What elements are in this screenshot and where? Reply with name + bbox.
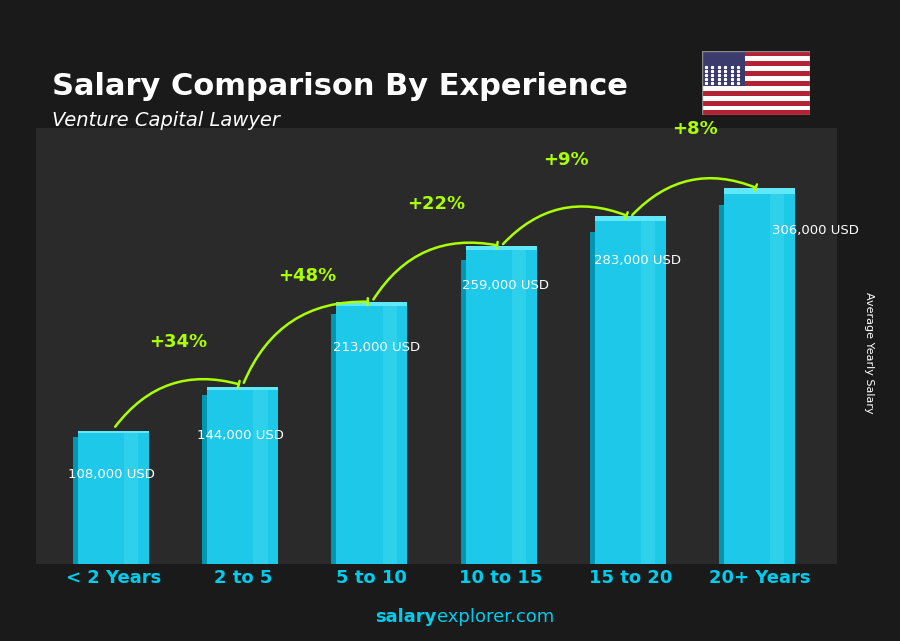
Bar	[512, 251, 526, 564]
Text: salary: salary	[375, 608, 436, 626]
Bar	[595, 221, 666, 564]
Bar	[724, 194, 795, 564]
Text: explorer.com: explorer.com	[436, 608, 554, 626]
Bar	[78, 433, 149, 564]
Text: +34%: +34%	[149, 333, 207, 351]
Text: 213,000 USD: 213,000 USD	[333, 341, 420, 354]
Bar	[702, 76, 810, 81]
Bar	[595, 216, 666, 221]
Text: Salary Comparison By Experience: Salary Comparison By Experience	[52, 72, 628, 101]
Bar	[702, 101, 810, 106]
Bar	[702, 91, 810, 96]
Bar	[641, 221, 655, 564]
Text: Average Yearly Salary: Average Yearly Salary	[863, 292, 874, 413]
Bar	[254, 390, 267, 564]
Bar	[702, 51, 810, 56]
Bar	[702, 86, 810, 91]
Text: 259,000 USD: 259,000 USD	[463, 279, 549, 292]
Bar	[770, 194, 785, 564]
Text: +22%: +22%	[408, 196, 465, 213]
Text: +48%: +48%	[278, 267, 337, 285]
Bar	[465, 246, 536, 251]
Bar	[702, 56, 810, 61]
Bar	[702, 106, 810, 110]
Bar	[73, 437, 78, 564]
Bar	[337, 306, 408, 564]
Bar	[461, 260, 465, 564]
Bar	[702, 110, 810, 115]
Text: Venture Capital Lawyer: Venture Capital Lawyer	[52, 111, 280, 129]
Bar	[702, 96, 810, 101]
Text: 283,000 USD: 283,000 USD	[594, 254, 681, 267]
Bar	[702, 66, 810, 71]
Text: 108,000 USD: 108,000 USD	[68, 468, 155, 481]
Bar	[207, 390, 278, 564]
Bar	[382, 306, 397, 564]
Text: +8%: +8%	[672, 120, 718, 138]
Text: 144,000 USD: 144,000 USD	[197, 429, 284, 442]
Bar	[124, 433, 139, 564]
Bar	[207, 387, 278, 390]
Bar	[702, 61, 810, 66]
Text: 306,000 USD: 306,000 USD	[772, 224, 859, 237]
Bar	[78, 431, 149, 433]
Bar	[331, 314, 337, 564]
Bar	[724, 188, 795, 194]
Bar	[702, 71, 810, 76]
Text: +9%: +9%	[543, 151, 589, 169]
Bar	[465, 251, 536, 564]
Bar	[702, 81, 810, 86]
Bar	[702, 51, 745, 86]
Bar	[202, 395, 207, 564]
Bar	[719, 204, 724, 564]
Bar	[590, 231, 595, 564]
Bar	[337, 303, 408, 306]
